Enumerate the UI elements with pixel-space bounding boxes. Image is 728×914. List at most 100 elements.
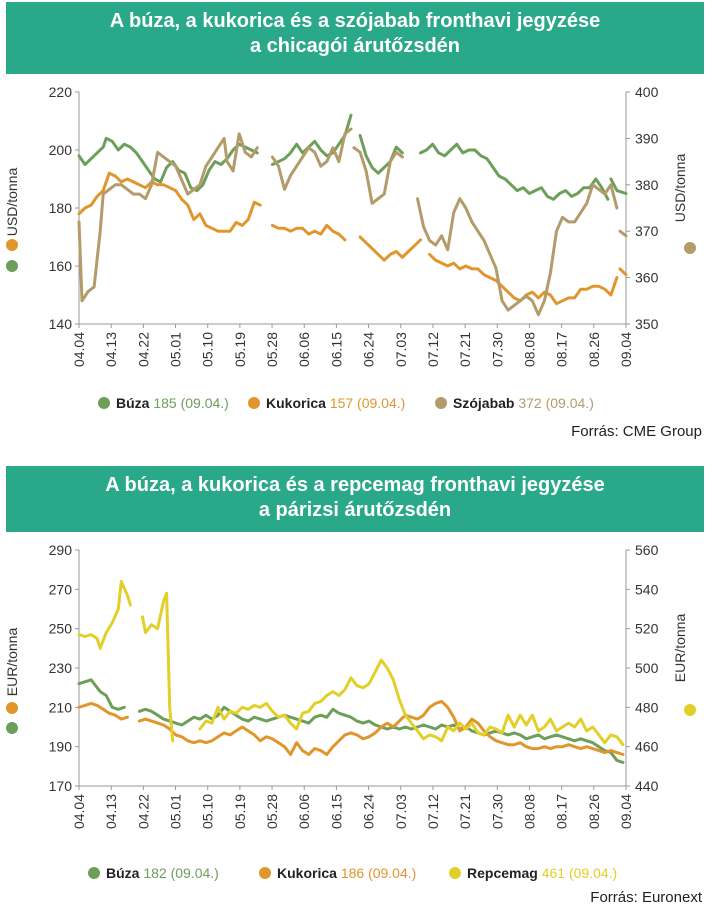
x-tick-label: 06.24	[361, 332, 377, 367]
right-tick-label: 500	[635, 660, 659, 676]
series-line-segment	[77, 132, 259, 303]
legend-series-name: Búza	[116, 395, 153, 411]
left-tick-label: 210	[49, 699, 73, 715]
x-tick-label: 07.03	[393, 794, 409, 829]
right-tick-label: 360	[635, 270, 659, 286]
right-tick-label: 370	[635, 223, 659, 239]
series-line-segment	[358, 134, 404, 175]
x-tick-label: 07.12	[425, 332, 441, 367]
x-tick-label: 08.17	[554, 332, 570, 367]
series-búza	[77, 113, 628, 201]
series-kukorica	[77, 699, 625, 756]
legend-entry: Búza 182 (09.04.)	[106, 865, 219, 881]
legend-marker	[248, 397, 260, 409]
x-tick-label: 08.26	[586, 794, 602, 829]
source-note: Forrás: Euronext	[590, 889, 703, 906]
series-line-segment	[609, 177, 628, 195]
x-tick-label: 06.15	[328, 794, 344, 829]
series-búza	[77, 678, 625, 764]
left-tick-label: 200	[49, 142, 73, 158]
x-tick-label: 08.26	[586, 332, 602, 367]
series-line-segment	[141, 591, 175, 743]
chart1-title-line2: a chicagói árutőzsdén	[249, 35, 461, 57]
left-tick-label: 250	[49, 621, 73, 637]
series-line-segment	[270, 113, 353, 166]
chart2-title-line1: A búza, a kukorica és a repcemag frontha…	[105, 474, 605, 496]
legend-series-name: Szójabab	[453, 395, 518, 411]
legend-series-value: 372 (09.04.)	[518, 395, 594, 411]
x-tick-label: 08.17	[554, 794, 570, 829]
legend-series-value: 185 (09.04.)	[153, 395, 229, 411]
x-tick-label: 07.03	[393, 332, 409, 367]
right-axis-label: EUR/tonna	[672, 614, 688, 683]
left-tick-label: 270	[49, 581, 73, 597]
legend-entry: Repcemag 461 (09.04.)	[467, 865, 617, 881]
right-tick-label: 480	[635, 699, 659, 715]
series-line-segment	[198, 658, 625, 747]
chart-1: 220 200 180 160 140 400 390 380 370 360 350 04.04 04…	[4, 84, 702, 440]
right-tick-label: 460	[635, 739, 659, 755]
legend-series-value: 461 (09.04.)	[542, 865, 618, 881]
x-tick-label: 07.30	[489, 332, 505, 367]
series-line-segment	[270, 127, 353, 191]
x-tick-label: 04.22	[135, 332, 151, 367]
legend-marker	[88, 867, 100, 879]
right-axis-marker	[684, 704, 696, 716]
series-line-segment	[137, 699, 625, 756]
left-tick-label: 220	[49, 84, 73, 100]
series-line-segment	[618, 267, 628, 277]
series-line-segment	[358, 235, 422, 262]
x-tick-label: 09.04	[618, 794, 634, 829]
legend-series-name: Kukorica	[266, 395, 330, 411]
x-tick-label: 05.19	[232, 332, 248, 367]
legend-marker	[259, 867, 271, 879]
legend-entry: Szójabab 372 (09.04.)	[453, 395, 594, 411]
right-tick-label: 520	[635, 621, 659, 637]
series-line-segment	[428, 252, 619, 306]
source-note: Forrás: CME Group	[571, 423, 702, 440]
x-tick-label: 06.15	[328, 332, 344, 367]
chart1-title: A búza, a kukorica és a szójabab frontha…	[6, 2, 704, 74]
x-tick-label: 07.21	[457, 794, 473, 829]
x-tick-label: 08.08	[521, 332, 537, 367]
left-axis-marker	[6, 722, 18, 734]
left-axis-label: EUR/tonna	[4, 628, 20, 697]
x-tick-label: 08.08	[521, 794, 537, 829]
left-axis-marker	[6, 260, 18, 272]
series-line-segment	[77, 678, 126, 711]
right-tick-label: 440	[635, 778, 659, 794]
x-tick-label: 07.21	[457, 332, 473, 367]
x-tick-label: 05.10	[200, 332, 216, 367]
x-tick-label: 04.04	[71, 794, 87, 829]
left-tick-label: 170	[49, 778, 73, 794]
legend-entry: Kukorica 186 (09.04.)	[277, 865, 416, 881]
right-tick-label: 560	[635, 542, 659, 558]
legend-series-value: 182 (09.04.)	[143, 865, 219, 881]
series-repcemag	[77, 580, 625, 747]
x-tick-label: 05.28	[264, 332, 280, 367]
right-tick-label: 390	[635, 130, 659, 146]
legend-marker	[98, 397, 110, 409]
chart1-title-line1: A búza, a kukorica és a szójabab frontha…	[109, 10, 601, 32]
left-tick-label: 180	[49, 200, 73, 216]
series-szójabab	[77, 127, 628, 317]
right-tick-label: 380	[635, 177, 659, 193]
series-line-segment	[618, 229, 628, 238]
legend-marker	[449, 867, 461, 879]
x-tick-label: 09.04	[618, 332, 634, 367]
chart2-title: A búza, a kukorica és a repcemag frontha…	[6, 466, 704, 532]
left-axis-marker	[6, 239, 18, 251]
x-tick-label: 05.19	[232, 794, 248, 829]
right-tick-label: 540	[635, 581, 659, 597]
x-tick-label: 06.24	[361, 794, 377, 829]
left-axis-marker	[6, 702, 18, 714]
x-tick-label: 05.28	[264, 794, 280, 829]
left-tick-label: 160	[49, 258, 73, 274]
x-tick-label: 05.01	[168, 332, 184, 367]
legend-series-value: 186 (09.04.)	[341, 865, 417, 881]
legend-series-name: Repcemag	[467, 865, 542, 881]
left-tick-label: 290	[49, 542, 73, 558]
legend-series-name: Kukorica	[277, 865, 341, 881]
right-tick-label: 400	[635, 84, 659, 100]
